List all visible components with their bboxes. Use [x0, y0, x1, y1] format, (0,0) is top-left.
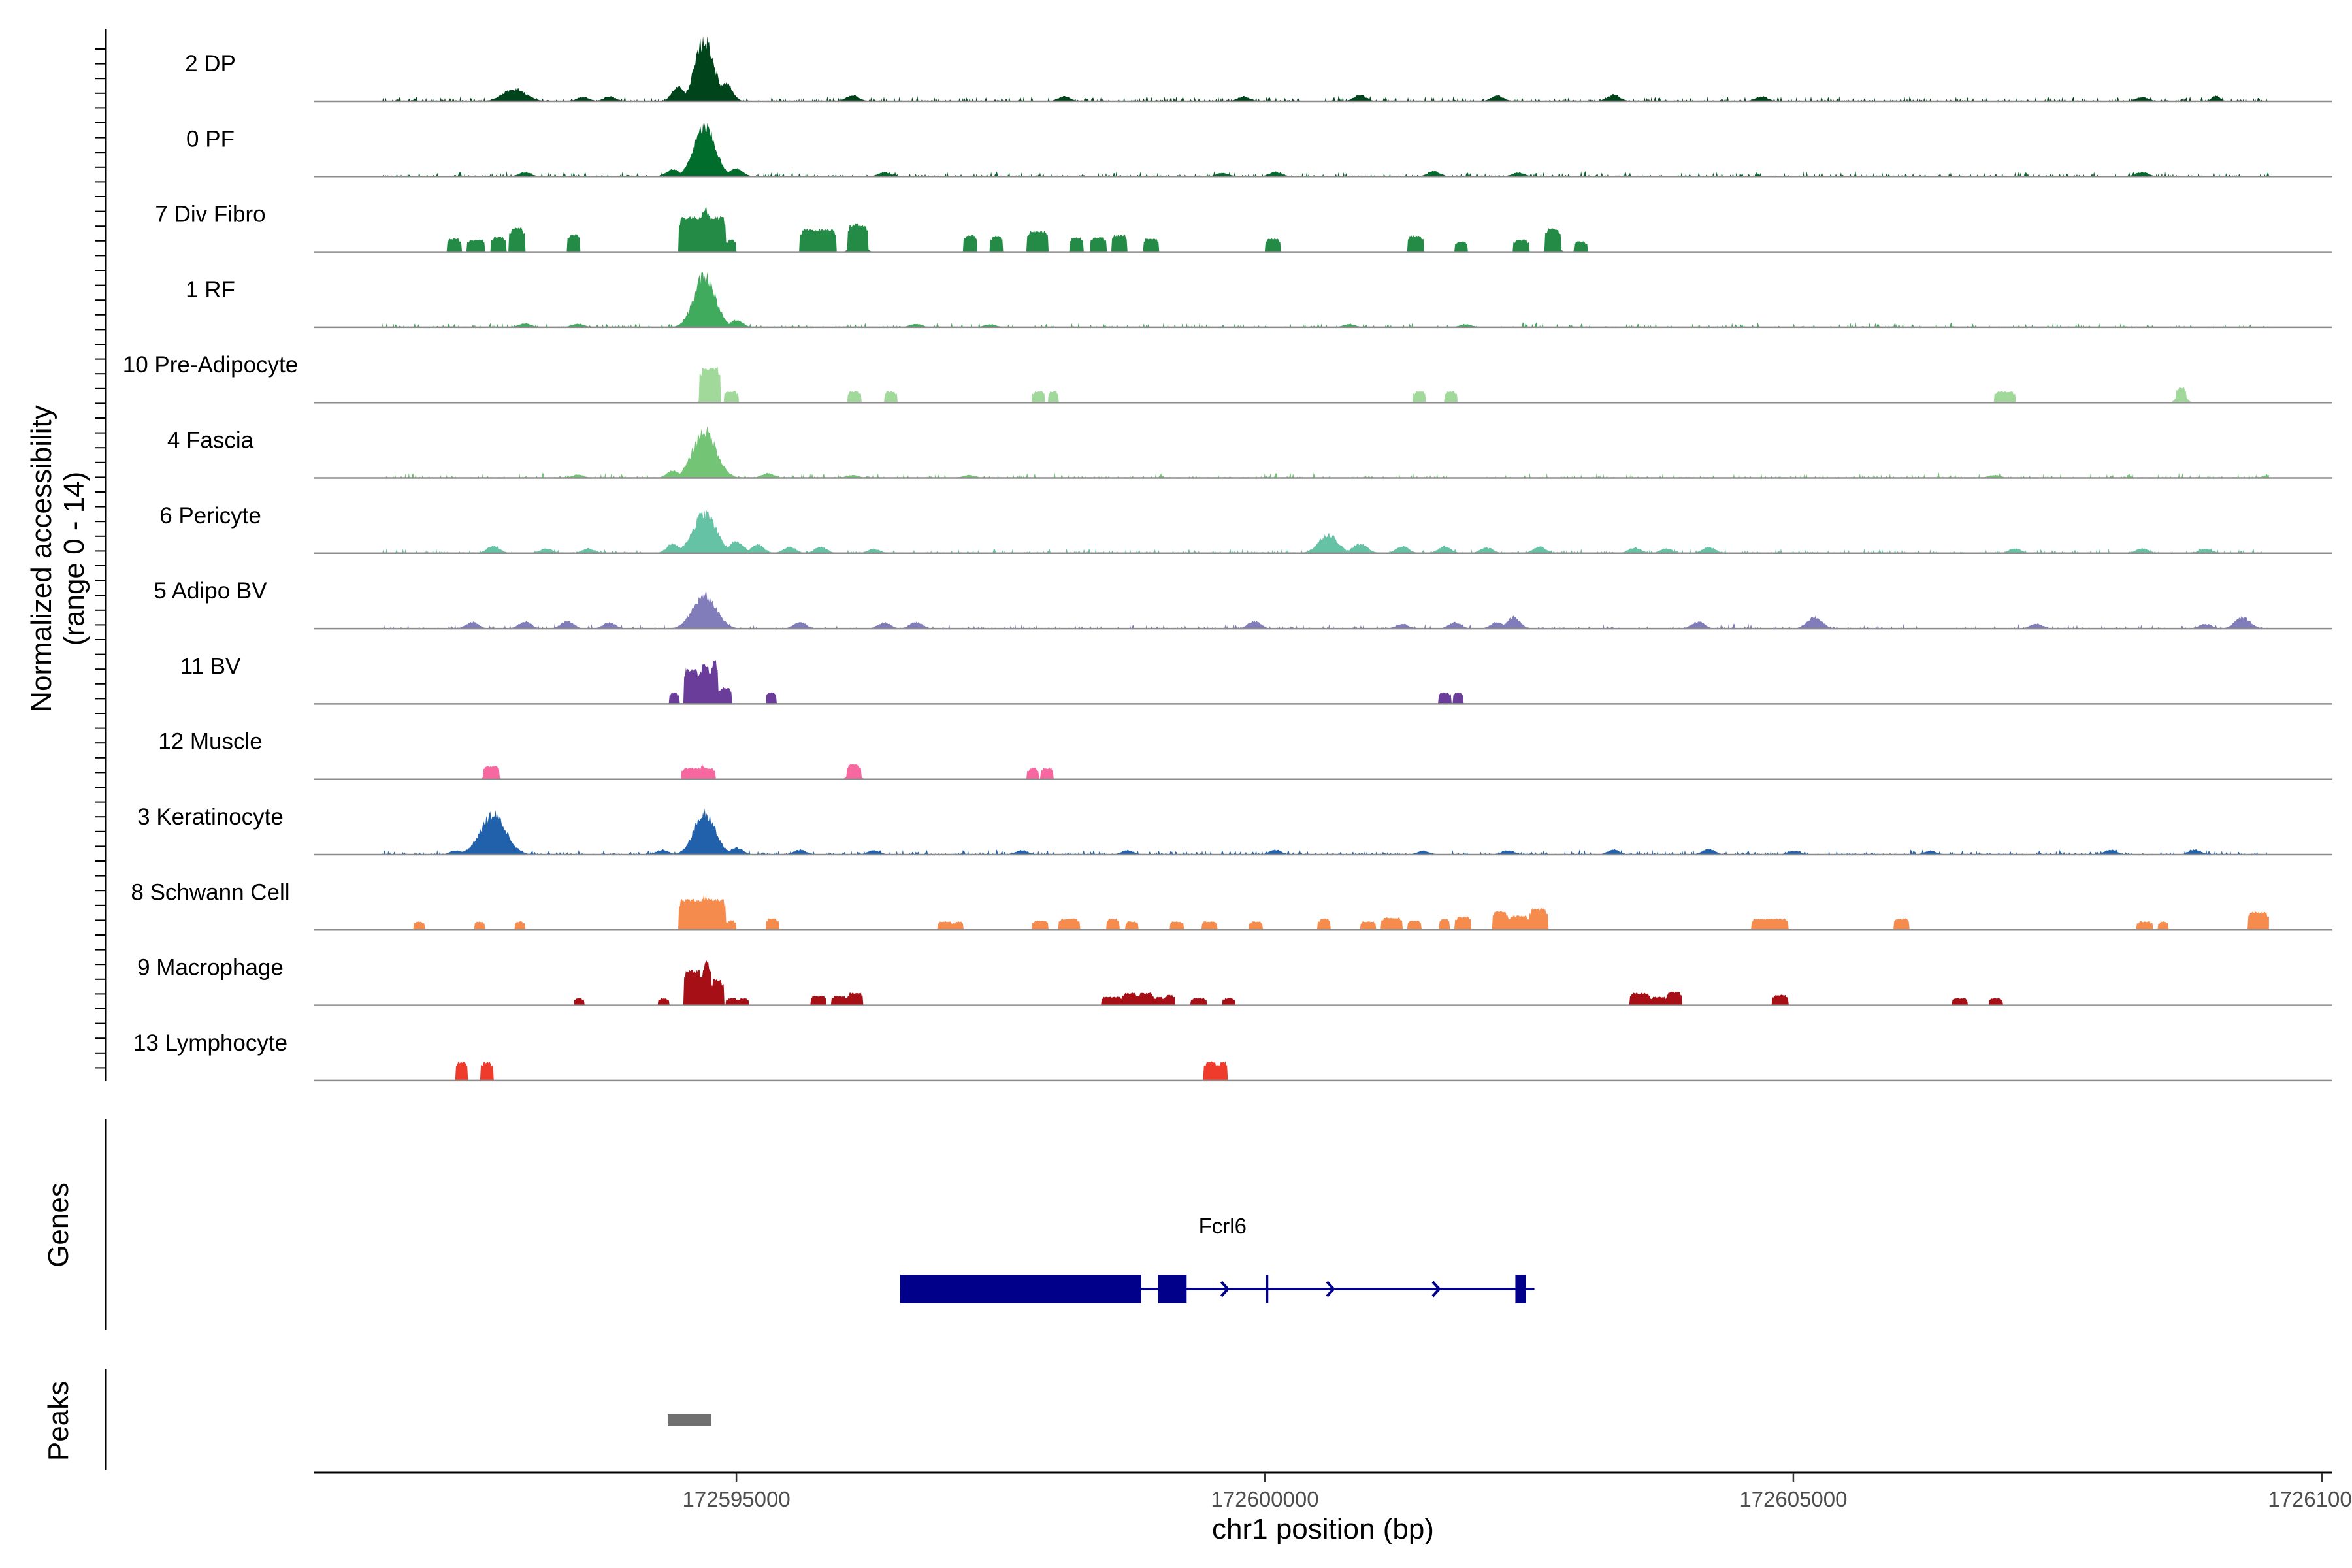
x-tick-label: 172600000	[1211, 1487, 1318, 1511]
track-1: 0 PF	[186, 123, 2332, 178]
track-4: 10 Pre-Adipocyte	[123, 352, 2332, 404]
track-label: 4 Fascia	[167, 428, 254, 453]
track-13: 13 Lymphocyte	[133, 1030, 2332, 1082]
coverage-area	[382, 366, 2269, 403]
strand-arrow	[1431, 1281, 1441, 1298]
gene-exon	[1515, 1275, 1526, 1303]
coverage-y-ticks	[95, 48, 106, 1069]
track-label: 1 RF	[186, 277, 235, 302]
track-label: 10 Pre-Adipocyte	[123, 352, 298, 378]
x-axis-ticks: 172595000 172600000 172605000 172610000	[683, 1473, 2352, 1511]
gene-fcrl6: Fcrl6	[900, 1214, 1535, 1303]
track-label: 7 Div Fibro	[155, 202, 265, 227]
peaks-panel-title: Peaks	[42, 1381, 74, 1461]
track-label: 6 Pericyte	[159, 503, 261, 529]
x-axis-title: chr1 position (bp)	[1212, 1513, 1434, 1545]
coverage-area	[382, 894, 2269, 930]
gene-exon	[1158, 1275, 1187, 1303]
coverage-area	[382, 763, 2269, 779]
strand-arrow	[1326, 1281, 1335, 1298]
track-7: 5 Adipo BV	[154, 578, 2332, 630]
track-12: 9 Macrophage	[137, 955, 2332, 1006]
track-10: 3 Keratinocyte	[137, 804, 2332, 856]
track-label: 2 DP	[185, 51, 236, 76]
track-8: 11 BV	[180, 653, 2332, 705]
track-2: 7 Div Fibro	[155, 202, 2332, 253]
peak-region	[667, 1414, 711, 1426]
track-3: 1 RF	[186, 271, 2332, 329]
coverage-area	[382, 960, 2269, 1005]
strand-arrow	[1220, 1281, 1230, 1298]
coverage-area	[382, 510, 2269, 553]
track-label: 13 Lymphocyte	[133, 1030, 287, 1056]
track-11: 8 Schwann Cell	[131, 879, 2332, 931]
peaks-track	[667, 1414, 711, 1426]
x-tick-label: 172595000	[683, 1487, 791, 1511]
track-label: 3 Keratinocyte	[137, 804, 284, 830]
x-tick-label: 172605000	[1739, 1487, 1847, 1511]
track-5: 4 Fascia	[167, 425, 2332, 479]
track-label: 12 Muscle	[158, 729, 263, 755]
track-6: 6 Pericyte	[159, 503, 2332, 555]
gene-exon	[900, 1275, 1141, 1303]
track-0: 2 DP	[185, 36, 2332, 103]
track-label: 8 Schwann Cell	[131, 879, 289, 905]
coverage-tracks: 2 DP 0 PF 7 Div Fibro 1 RF 10 Pre-Adipocyte 4…	[123, 36, 2332, 1082]
coverage-area	[382, 591, 2269, 629]
track-label: 11 BV	[180, 653, 241, 679]
track-label: 9 Macrophage	[137, 955, 284, 981]
track-label: 0 PF	[186, 126, 235, 152]
genes-track: Fcrl6	[900, 1214, 1535, 1303]
y-axis-title-line2: (range 0 - 14)	[58, 472, 90, 646]
genes-panel-title: Genes	[42, 1183, 74, 1267]
coverage-area	[382, 207, 2269, 252]
track-label: 5 Adipo BV	[154, 578, 267, 604]
y-axis-title-line1: Normalized accessibility	[25, 405, 57, 711]
x-tick-label: 172610000	[2268, 1487, 2352, 1511]
gene-name-label: Fcrl6	[1199, 1214, 1247, 1238]
track-9: 12 Muscle	[158, 729, 2332, 780]
